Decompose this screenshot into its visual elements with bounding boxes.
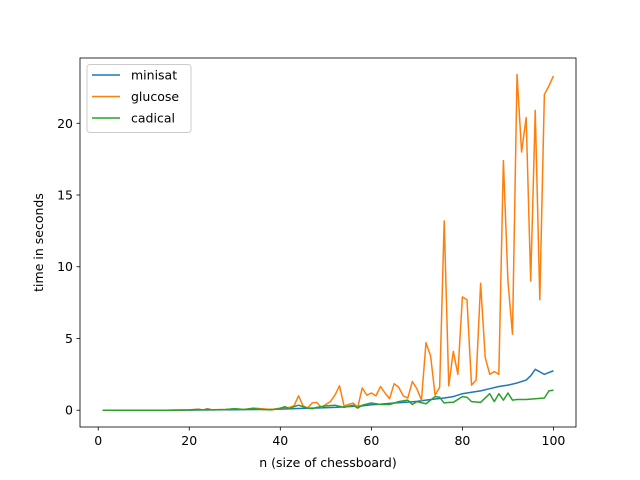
series-line-cadical — [102, 389, 554, 411]
x-tick-label: 40 — [272, 433, 288, 448]
legend-label-cadical: cadical — [131, 111, 175, 126]
plot-frame — [79, 57, 577, 428]
legend: minisat glucose cadical — [86, 64, 192, 133]
y-tick-label: 5 — [65, 331, 73, 346]
y-tick-label: 15 — [57, 188, 73, 203]
y-axis-ticks: 0 5 10 15 20 — [57, 116, 80, 418]
y-tick-label: 10 — [57, 259, 73, 274]
x-axis-ticks: 0 20 40 60 80 100 — [94, 427, 565, 448]
x-tick-label: 60 — [363, 433, 379, 448]
y-tick-label: 20 — [57, 116, 73, 131]
y-tick-label: 0 — [65, 403, 73, 418]
y-axis-label: time in seconds — [31, 193, 46, 292]
x-tick-label: 100 — [542, 433, 566, 448]
series-layer — [102, 73, 555, 411]
legend-label-glucose: glucose — [131, 89, 179, 104]
x-tick-label: 0 — [94, 433, 102, 448]
x-axis-label: n (size of chessboard) — [259, 455, 397, 470]
x-tick-label: 80 — [454, 433, 470, 448]
legend-box — [86, 64, 192, 133]
legend-label-minisat: minisat — [131, 68, 177, 83]
x-tick-label: 20 — [181, 433, 197, 448]
